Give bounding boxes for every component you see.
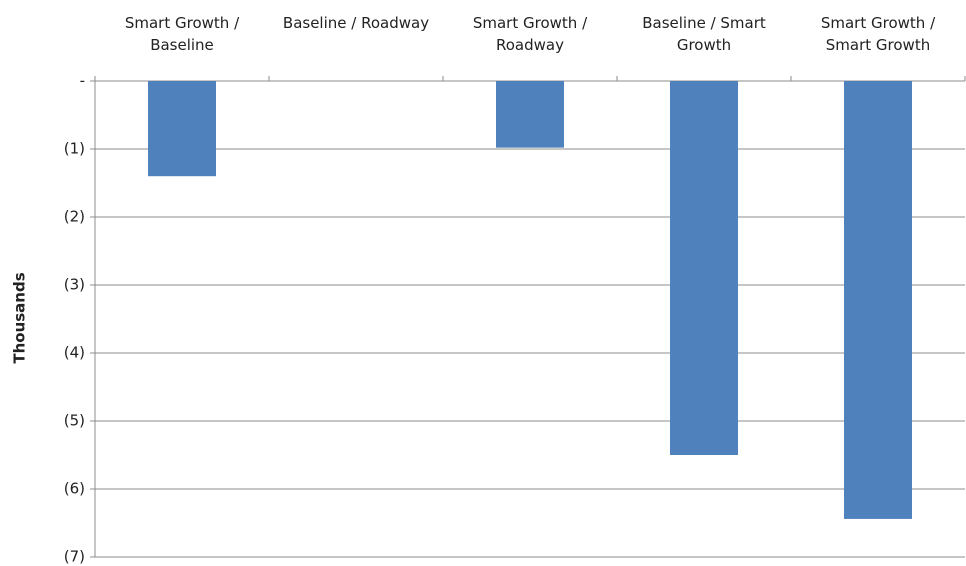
bar: [496, 81, 564, 148]
y-axis-label: Thousands: [11, 272, 29, 363]
y-tick-label: (5): [64, 412, 85, 430]
y-tick-label: (7): [64, 548, 85, 566]
x-tick-label: Smart Growth / Baseline: [124, 14, 240, 54]
bar: [670, 81, 738, 455]
bar: [148, 81, 216, 177]
x-tick-label: Baseline / Roadway: [282, 14, 430, 32]
y-tick-label: (6): [64, 480, 85, 498]
y-tick-label: (3): [64, 276, 85, 294]
x-tick-label: Baseline / Smart Growth: [642, 14, 766, 54]
y-tick-label: (1): [64, 140, 85, 158]
bar: [844, 81, 912, 519]
x-tick-label: Smart Growth / Smart Growth: [820, 14, 936, 54]
x-tick-label: Smart Growth / Roadway: [472, 14, 588, 54]
y-tick-label: (2): [64, 208, 85, 226]
y-tick-label: -: [80, 72, 85, 90]
y-tick-label: (4): [64, 344, 85, 362]
